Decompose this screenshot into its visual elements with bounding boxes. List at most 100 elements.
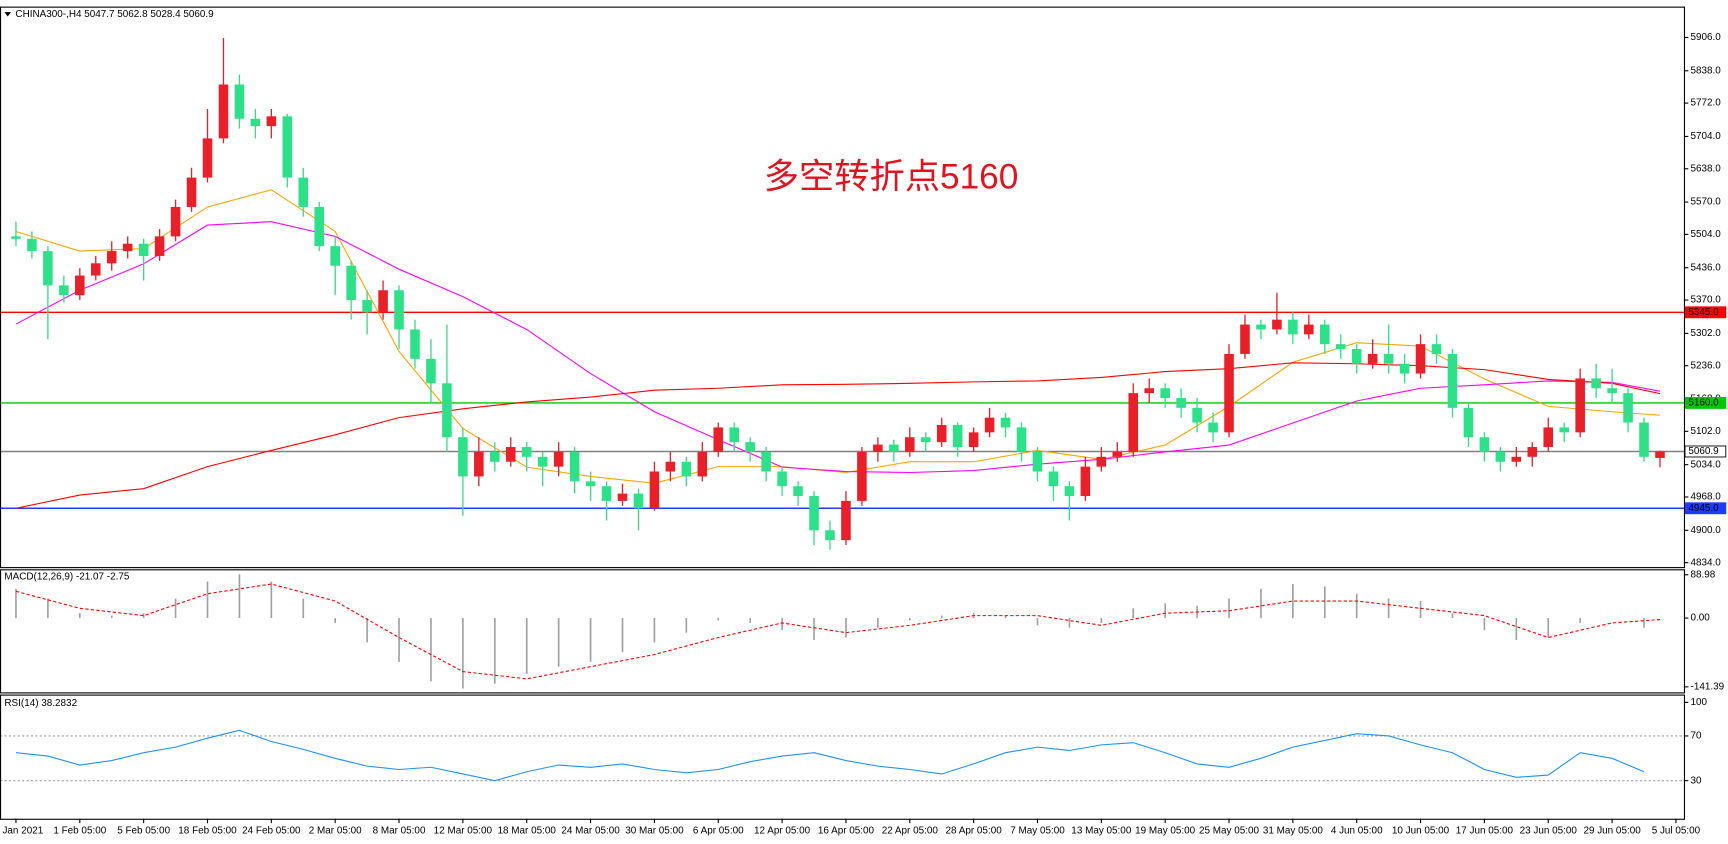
candle-body	[474, 451, 484, 477]
x-tick-label: 7 May 05:00	[1010, 825, 1065, 836]
candle-body	[1463, 407, 1474, 438]
candle-body	[43, 251, 53, 286]
candle-body	[218, 84, 229, 139]
candle-body	[601, 486, 612, 501]
x-tick-label: 28 Apr 05:00	[946, 825, 1003, 836]
candle-body	[505, 447, 516, 462]
y-tick-label: 5570.0	[1691, 197, 1722, 208]
candle-body	[442, 383, 452, 438]
candle-body	[122, 243, 133, 252]
candle-body	[585, 481, 596, 487]
candle-body	[394, 290, 404, 330]
candle-body	[617, 493, 628, 501]
candle-body	[521, 447, 532, 457]
x-tick-label: 18 Mar 05:00	[498, 825, 557, 836]
candle-body	[569, 451, 580, 482]
candle-body	[809, 496, 819, 531]
macd-signal	[15, 583, 1661, 680]
moving-average	[15, 221, 1661, 474]
y-tick-label: 5772.0	[1691, 98, 1722, 109]
y-tick-label: -141.39	[1691, 681, 1725, 692]
candle-body	[665, 461, 676, 472]
y-tick-label: 4900.0	[1691, 525, 1722, 536]
candle-body	[1016, 427, 1027, 452]
candle-body	[952, 424, 963, 448]
candle-body	[1351, 349, 1362, 364]
candle-body	[1655, 451, 1665, 458]
candle-body	[1511, 456, 1522, 462]
candle-body	[1335, 344, 1346, 350]
candle-body	[857, 451, 867, 501]
candle-body	[905, 437, 915, 452]
candle-body	[761, 451, 771, 472]
y-tick-label: 0.00	[1691, 613, 1711, 624]
y-tick-label: 70	[1691, 731, 1703, 742]
level-label: 5345.0	[1688, 307, 1719, 318]
candle-body	[314, 206, 325, 247]
candle-body	[1240, 324, 1250, 354]
candle-body	[1176, 398, 1186, 408]
y-tick-label: 5704.0	[1691, 131, 1722, 142]
candle-body	[633, 493, 644, 509]
candle-body	[1096, 456, 1107, 467]
x-tick-label: 22 Apr 05:00	[882, 825, 939, 836]
x-tick-label: 4 Jun 05:00	[1331, 825, 1383, 836]
candle-body	[234, 84, 245, 119]
candle-body	[1128, 393, 1139, 452]
candle-body	[1447, 353, 1458, 408]
candle-body	[713, 427, 724, 452]
candle-body	[1160, 388, 1170, 399]
x-tick-label: 30 Mar 05:00	[625, 825, 684, 836]
y-tick-label: 100	[1691, 697, 1708, 708]
candle-body	[1144, 388, 1155, 394]
candle-body	[266, 116, 277, 127]
candle-body	[170, 206, 181, 237]
moving-average	[15, 189, 1661, 484]
candle-body	[1112, 451, 1123, 457]
y-tick-label: 4968.0	[1691, 492, 1722, 503]
level-label: 5060.9	[1688, 446, 1719, 457]
menu-arrow[interactable]	[4, 12, 12, 17]
y-tick-label: 5504.0	[1691, 229, 1722, 240]
candle-body	[889, 444, 899, 452]
candle-body	[729, 427, 740, 443]
candle-body	[1320, 324, 1330, 345]
candle-body	[202, 138, 213, 178]
candle-body	[825, 530, 835, 541]
candle-body	[873, 444, 883, 452]
rsi-title: RSI(14) 38.2832	[4, 698, 77, 709]
y-tick-label: 5370.0	[1691, 295, 1722, 306]
x-tick-label: 1 Feb 05:00	[53, 825, 106, 836]
candle-body	[1224, 353, 1234, 433]
candle-body	[553, 451, 564, 467]
x-tick-label: 24 Mar 05:00	[561, 825, 620, 836]
candle-body	[681, 461, 692, 477]
x-tick-label: 10 Jun 05:00	[1392, 825, 1450, 836]
y-tick-label: 5236.0	[1691, 360, 1722, 371]
y-tick-label: 5906.0	[1691, 32, 1722, 43]
x-tick-label: 8 Mar 05:00	[373, 825, 426, 836]
x-tick-label: 29 Jun 05:00	[1583, 825, 1641, 836]
rsi-frame	[0, 694, 1686, 820]
candle-body	[1288, 319, 1298, 335]
x-tick-label: 18 Feb 05:00	[178, 825, 237, 836]
candle-body	[362, 300, 372, 313]
x-tick-label: 26 Jan 2021	[0, 825, 44, 836]
main-frame	[0, 6, 1686, 569]
candle-body	[1543, 427, 1554, 448]
rsi-line	[15, 729, 1645, 782]
candle-body	[27, 238, 37, 252]
candle-body	[841, 500, 851, 541]
candle-body	[1431, 344, 1442, 354]
y-tick-label: 30	[1691, 775, 1703, 786]
x-tick-label: 25 May 05:00	[1199, 825, 1260, 836]
candle-body	[1080, 466, 1091, 497]
candle-body	[777, 471, 787, 487]
y-tick-label: 5302.0	[1691, 328, 1722, 339]
candle-body	[1383, 353, 1394, 364]
chart-title: CHINA300-,H4 5047.7 5062.8 5028.4 5060.9	[15, 9, 214, 20]
candle-body	[1256, 324, 1266, 330]
candle-body	[793, 486, 803, 497]
candle-body	[697, 451, 708, 477]
